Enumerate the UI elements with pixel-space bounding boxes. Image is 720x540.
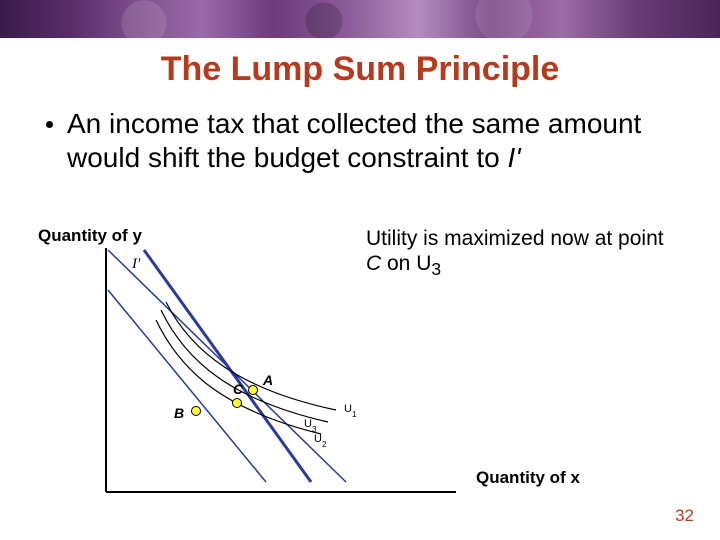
slide-title: The Lump Sum Principle	[0, 50, 720, 89]
x-axis-label: Quantity of x	[476, 468, 580, 488]
bullet-text-main: An income tax that collected the same am…	[67, 108, 641, 173]
banner-stripe	[0, 0, 720, 38]
point-label-c: C	[233, 381, 243, 397]
page-number: 32	[675, 506, 694, 526]
bullet-item: An income tax that collected the same am…	[46, 107, 674, 175]
chart-svg: U1U2U3I'	[46, 232, 466, 502]
bullet-text-iprime: I'	[508, 142, 521, 173]
svg-text:U2: U2	[314, 433, 327, 449]
svg-text:I': I'	[131, 256, 141, 272]
chart-area: Quantity of y Utility is maximized now a…	[46, 232, 674, 512]
point-label-b: B	[174, 405, 184, 421]
svg-text:U1: U1	[344, 403, 357, 419]
bullet-dot-icon	[46, 121, 53, 128]
bullet-text: An income tax that collected the same am…	[67, 107, 674, 175]
point-label-a: A	[263, 372, 273, 388]
